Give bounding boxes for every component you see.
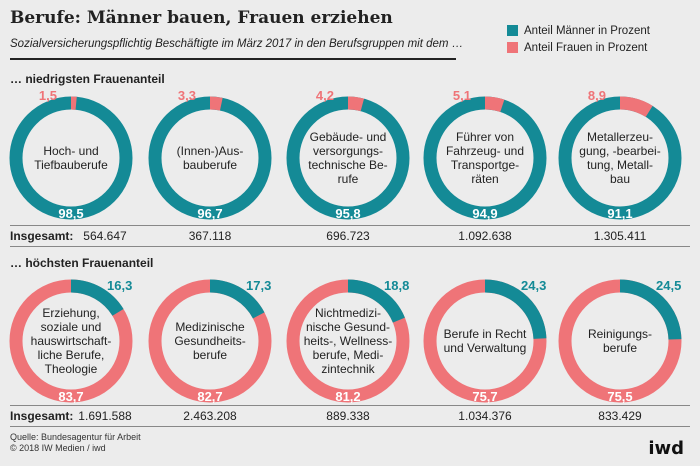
women-share-label: 82,7 — [197, 389, 222, 404]
donut-category-label: Theologie — [45, 362, 98, 376]
chart-title: Berufe: Männer bauen, Frauen erziehen — [10, 8, 393, 28]
donut-category-label: gung, -bearbei- — [579, 144, 660, 158]
totals-row-lowest: Insgesamt: 564.647 367.118 696.723 1.092.63… — [10, 229, 690, 243]
donut-category-label: technische Be- — [308, 158, 387, 172]
donut-slice-minor-g1-c0 — [70, 279, 124, 317]
donut-slice-minor-g1-c4 — [619, 279, 682, 340]
men-share-label: 95,8 — [335, 206, 360, 221]
men-share-label: 24,5 — [656, 278, 681, 293]
totals-label: Insgesamt: — [10, 409, 74, 423]
donut-category-label: und Verwaltung — [444, 341, 527, 355]
donut-category-label: nische Gesund- — [306, 320, 390, 334]
women-share-label: 75,5 — [607, 389, 632, 404]
donut-category-label: heits-, Wellness- — [304, 334, 392, 348]
donut-category-label: Nichtmedizi- — [315, 306, 381, 320]
women-share-label: 75,7 — [472, 389, 497, 404]
donut-category-label: Gebäude- und — [310, 130, 387, 144]
total-employees-value: 1.034.376 — [458, 409, 512, 423]
totals-divider-bottom-2 — [10, 426, 690, 427]
men-share-label: 94,9 — [472, 206, 497, 221]
legend-label-men: Anteil Männer in Prozent — [524, 24, 650, 37]
donut-category-label: berufe — [603, 341, 637, 355]
chart-subtitle: Sozialversicherungspflichtig Beschäftigt… — [10, 38, 464, 50]
donut-category-label: Tiefbauberufe — [34, 158, 108, 172]
men-share-label: 96,7 — [197, 206, 222, 221]
women-share-label: 1,5 — [39, 88, 57, 103]
total-employees-value: 367.118 — [188, 229, 232, 243]
donut-category-label: bauberufe — [183, 158, 237, 172]
donut-category-label: Metallerzeu- — [587, 130, 653, 144]
donut-slice-minor-g1-c3 — [484, 279, 547, 340]
donut-category-label: Gesundheits- — [174, 334, 245, 348]
legend-item-men: Anteil Männer in Prozent — [507, 22, 650, 39]
donut-category-label: liche Berufe, — [38, 348, 105, 362]
donut-category-label: rufe — [338, 172, 359, 186]
donut-slice-minor-g1-c2 — [347, 279, 405, 323]
total-employees-value: 2.463.208 — [183, 409, 237, 423]
totals-divider-top — [10, 225, 690, 226]
men-share-label: 16,3 — [107, 278, 132, 293]
donut-slice-minor-g0-c1 — [209, 96, 223, 111]
women-share-label: 5,1 — [453, 88, 471, 103]
total-employees-value: 564.647 — [83, 229, 127, 243]
men-share-label: 24,3 — [521, 278, 546, 293]
donut-category-label: Reinigungs- — [588, 327, 652, 341]
legend: Anteil Männer in Prozent Anteil Frauen i… — [507, 22, 650, 56]
section-title-lowest: … niedrigsten Frauenanteil — [10, 72, 165, 86]
iwd-logo: iwd — [648, 438, 684, 459]
donut-category-label: zintechnik — [321, 362, 375, 376]
men-share-label: 18,8 — [384, 278, 409, 293]
totals-label: Insgesamt: — [10, 229, 74, 243]
totals-divider-bottom — [10, 246, 690, 247]
source-line: Quelle: Bundesagentur für Arbeit — [10, 432, 141, 442]
women-share-label: 81,2 — [335, 389, 360, 404]
total-employees-value: 889.338 — [326, 409, 370, 423]
donut-category-label: hauswirtschaft- — [31, 334, 112, 348]
donut-category-label: Führer von — [456, 130, 514, 144]
women-share-label: 8,9 — [588, 88, 606, 103]
donut-category-label: Hoch- und — [43, 144, 98, 158]
total-employees-value: 1.691.588 — [78, 409, 132, 423]
donut-category-label: Berufe in Recht — [444, 327, 527, 341]
donut-category-label: tung, Metall- — [587, 158, 653, 172]
total-employees-value: 833.429 — [598, 409, 642, 423]
source-note: Quelle: Bundesagentur für Arbeit © 2018 … — [10, 432, 141, 454]
donut-category-label: Fahrzeug- und — [446, 144, 524, 158]
legend-swatch-men — [507, 25, 518, 36]
donut-category-label: Transportge- — [451, 158, 519, 172]
donut-slice-minor-g0-c2 — [347, 96, 365, 112]
donut-category-label: räten — [471, 172, 498, 186]
women-share-label: 3,3 — [178, 88, 196, 103]
legend-label-women: Anteil Frauen in Prozent — [524, 41, 648, 54]
donut-category-label: versorgungs- — [313, 144, 383, 158]
men-share-label: 98,5 — [58, 206, 83, 221]
donut-category-label: bau — [610, 172, 630, 186]
men-share-label: 91,1 — [607, 206, 632, 221]
donut-category-label: Medizinische — [175, 320, 245, 334]
totals-row-highest: Insgesamt: 1.691.588 2.463.208 889.338 1.03… — [10, 409, 690, 423]
legend-swatch-women — [507, 42, 518, 53]
section-title-highest: … höchsten Frauenanteil — [10, 256, 154, 270]
donut-category-label: (Innen-)Aus- — [177, 144, 244, 158]
women-share-label: 4,2 — [316, 88, 334, 103]
total-employees-value: 696.723 — [326, 229, 370, 243]
donut-slice-minor-g1-c1 — [209, 279, 265, 319]
total-employees-value: 1.305.411 — [593, 229, 647, 243]
donut-slice-minor-g0-c4 — [619, 96, 653, 118]
copyright-line: © 2018 IW Medien / iwd — [10, 443, 106, 453]
legend-item-women: Anteil Frauen in Prozent — [507, 39, 650, 56]
women-share-label: 83,7 — [58, 389, 83, 404]
donut-category-label: berufe — [193, 348, 227, 362]
donut-category-label: soziale und — [41, 320, 102, 334]
total-employees-value: 1.092.638 — [458, 229, 512, 243]
men-share-label: 17,3 — [246, 278, 271, 293]
totals-divider-top-2 — [10, 405, 690, 406]
title-rule — [10, 58, 456, 60]
donut-category-label: berufe, Medi- — [313, 348, 384, 362]
donut-slice-minor-g0-c3 — [484, 96, 505, 113]
donut-category-label: Erziehung, — [42, 306, 99, 320]
